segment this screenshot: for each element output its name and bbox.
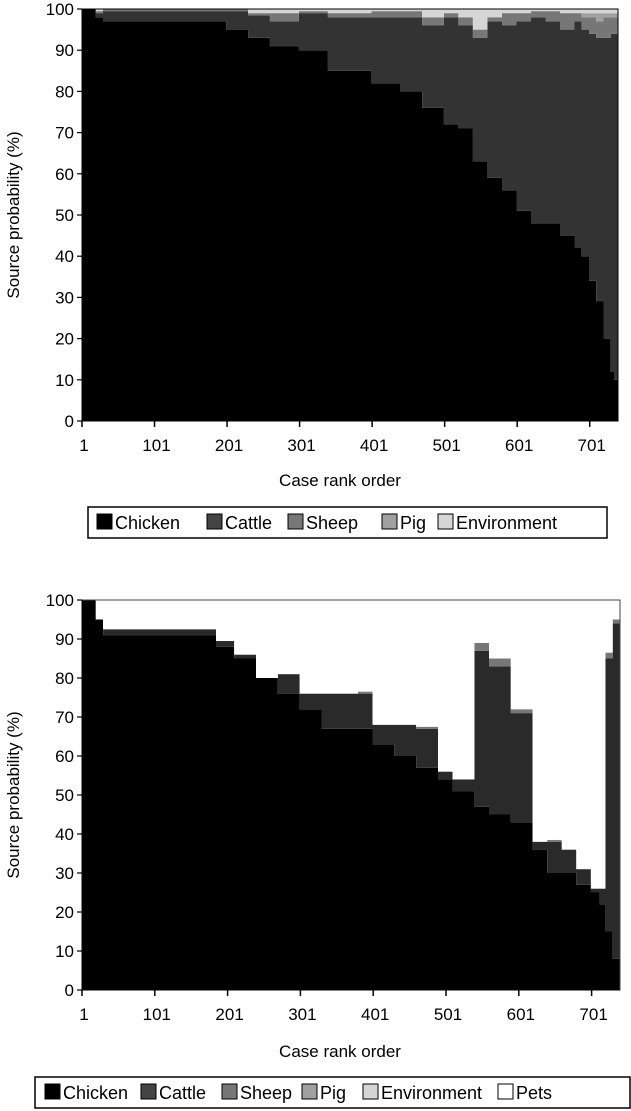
x-tick-label: 301 — [287, 436, 315, 455]
x-tick-label: 201 — [215, 436, 243, 455]
series-pets-area — [82, 600, 620, 889]
legend-label-cattle: Cattle — [159, 1083, 206, 1103]
chart-2: 0 10 20 30 40 50 60 70 80 90 100 1 101 201 301 401 501 6… — [4, 591, 631, 1109]
y-tick-label: 100 — [46, 591, 74, 610]
y-tick-label: 0 — [65, 981, 74, 1000]
y-tick-label: 50 — [55, 786, 74, 805]
legend-swatch-pig — [301, 1083, 318, 1100]
chart-2-x-axis: 1 101 201 301 401 501 601 701 — [79, 989, 620, 1024]
legend-swatch-cattle — [206, 513, 223, 530]
x-tick-label: 401 — [360, 436, 388, 455]
legend-label-environment: Environment — [456, 513, 557, 533]
chart-2-legend-frame — [34, 1076, 631, 1109]
x-tick-label: 201 — [215, 1005, 243, 1024]
chart-2-y-axis: 0 10 20 30 40 50 60 70 80 90 100 — [46, 591, 83, 1000]
legend-label-chicken: Chicken — [115, 513, 180, 533]
x-tick-label: 701 — [578, 436, 606, 455]
x-tick-label: 501 — [432, 436, 460, 455]
chart-2-y-axis-title: Source probability (%) — [4, 711, 23, 878]
series-chicken-area — [82, 9, 618, 421]
legend-label-sheep: Sheep — [240, 1083, 292, 1103]
y-tick-label: 70 — [55, 708, 74, 727]
y-tick-label: 90 — [55, 630, 74, 649]
legend-swatch-sheep — [287, 513, 304, 530]
chart-1: 0 10 20 30 40 50 60 70 80 90 100 1 101 201 301 401 501 6… — [4, 0, 619, 539]
legend-swatch-sheep — [221, 1083, 238, 1100]
y-tick-label: 60 — [55, 165, 74, 184]
x-tick-label: 601 — [505, 436, 533, 455]
y-tick-label: 30 — [55, 288, 74, 307]
y-tick-label: 40 — [55, 825, 74, 844]
legend-swatch-environment — [362, 1083, 379, 1100]
legend-swatch-chicken — [44, 1083, 61, 1100]
legend-swatch-pets — [497, 1083, 514, 1100]
series-sheep-area — [82, 9, 618, 38]
series-environment-area — [82, 9, 618, 30]
x-tick-label: 701 — [579, 1005, 607, 1024]
y-tick-label: 10 — [55, 371, 74, 390]
x-tick-label: 401 — [361, 1005, 389, 1024]
x-tick-label: 501 — [434, 1005, 462, 1024]
y-tick-label: 50 — [55, 206, 74, 225]
legend-label-pets: Pets — [516, 1083, 552, 1103]
legend-swatch-chicken — [96, 513, 113, 530]
y-tick-label: 70 — [55, 124, 74, 143]
chart-2-legend: Chicken Cattle Sheep Pig Environment Pets — [34, 1076, 631, 1109]
y-tick-label: 0 — [65, 412, 74, 431]
chart-2-x-axis-title: Case rank order — [279, 1042, 401, 1061]
legend-label-environment: Environment — [381, 1083, 482, 1103]
chart-1-x-axis-title: Case rank order — [279, 471, 401, 490]
chart-1-legend: Chicken Cattle Sheep Pig Environment — [87, 506, 608, 539]
legend-label-sheep: Sheep — [306, 513, 358, 533]
y-tick-label: 10 — [55, 942, 74, 961]
chart-1-plot-area — [82, 9, 618, 421]
legend-swatch-environment — [437, 513, 454, 530]
series-cattle-area — [82, 600, 620, 979]
chart-1-y-axis: 0 10 20 30 40 50 60 70 80 90 100 — [46, 0, 83, 431]
y-tick-label: 30 — [55, 864, 74, 883]
x-tick-label: 1 — [79, 436, 88, 455]
legend-swatch-pig — [381, 513, 398, 530]
y-tick-label: 60 — [55, 747, 74, 766]
y-tick-label: 20 — [55, 903, 74, 922]
y-tick-label: 80 — [55, 82, 74, 101]
chart-1-x-axis: 1 101 201 301 401 501 601 701 — [79, 420, 618, 455]
chart-2-plot-area — [82, 600, 620, 990]
y-tick-label: 40 — [55, 247, 74, 266]
x-tick-label: 601 — [507, 1005, 535, 1024]
legend-label-cattle: Cattle — [225, 513, 272, 533]
legend-swatch-cattle — [140, 1083, 157, 1100]
series-chicken-area — [82, 600, 620, 990]
x-tick-label: 101 — [143, 1005, 171, 1024]
legend-label-pig: Pig — [400, 513, 426, 533]
series-cattle-area — [82, 9, 618, 409]
legend-label-pig: Pig — [320, 1083, 346, 1103]
y-tick-label: 90 — [55, 41, 74, 60]
y-tick-label: 20 — [55, 330, 74, 349]
x-tick-label: 1 — [79, 1005, 88, 1024]
x-tick-label: 101 — [142, 436, 170, 455]
x-tick-label: 301 — [288, 1005, 316, 1024]
chart-1-y-axis-title: Source probability (%) — [4, 131, 23, 298]
chart-1-legend-frame — [87, 506, 608, 539]
y-tick-label: 80 — [55, 669, 74, 688]
y-tick-label: 100 — [46, 0, 74, 19]
legend-label-chicken: Chicken — [63, 1083, 128, 1103]
